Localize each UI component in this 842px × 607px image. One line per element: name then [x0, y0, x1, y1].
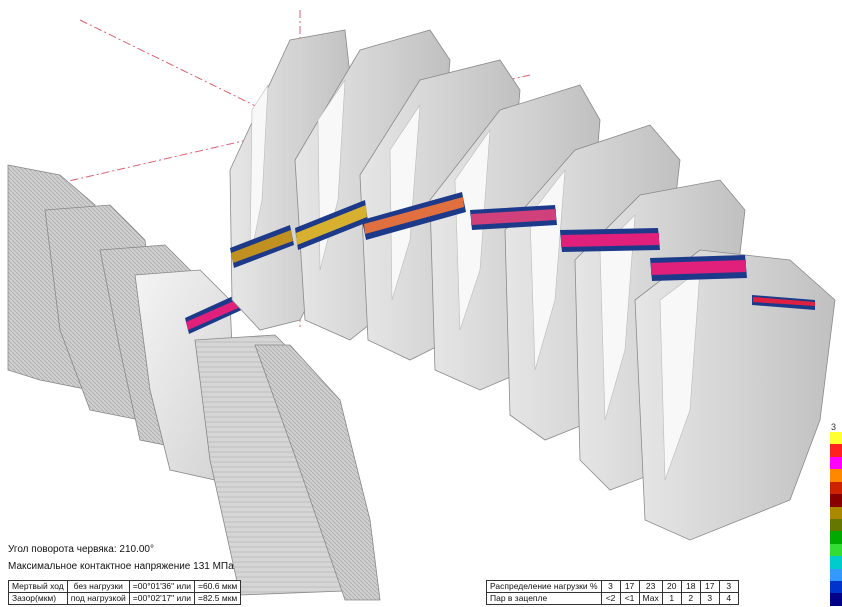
- load-distribution-table: Распределение нагрузки % 3 17 23 20 18 1…: [486, 580, 739, 605]
- scale-swatch: [830, 581, 842, 594]
- scale-label: 3: [831, 422, 837, 432]
- table-row: Мертвый ход без нагрузки =00°01'36" или …: [8, 580, 242, 593]
- scale-swatch: [830, 518, 842, 532]
- table-cell: =00°02'17" или: [128, 592, 195, 605]
- table-row: Пар в зацепле <2 <1 Мах 1 2 3 4: [486, 592, 739, 605]
- table-cell: 3: [699, 592, 720, 605]
- table-cell: 20: [661, 580, 682, 593]
- table-cell: 18: [680, 580, 701, 593]
- scale-swatch: [830, 481, 842, 495]
- scale-swatch: [830, 556, 842, 569]
- table-cell: 2: [680, 592, 701, 605]
- table-row: Распределение нагрузки % 3 17 23 20 18 1…: [486, 580, 739, 593]
- scale-swatch: [830, 494, 842, 507]
- table-cell: Мах: [638, 592, 663, 605]
- contact-band-left: [185, 292, 246, 334]
- table-cell: Распределение нагрузки %: [486, 580, 602, 593]
- table-cell: =82.5 мкм: [193, 592, 242, 605]
- table-cell: 17: [699, 580, 720, 593]
- table-row: Зазор(мкм) под нагрузкой =00°02'17" или …: [8, 592, 242, 605]
- table-cell: без нагрузки: [66, 580, 130, 593]
- scale-swatch: [830, 444, 842, 457]
- scale-swatch: [830, 531, 842, 544]
- table-cell: Зазор(мкм): [8, 592, 68, 605]
- rotation-angle-text: Угол поворота червяка: 210.00°: [8, 544, 154, 555]
- table-cell: 3: [718, 580, 739, 593]
- table-cell: 23: [638, 580, 663, 593]
- scale-swatch: [830, 543, 842, 557]
- table-cell: 17: [619, 580, 640, 593]
- table-cell: <2: [600, 592, 621, 605]
- scale-swatch: [830, 469, 842, 482]
- scale-swatch: [830, 568, 842, 582]
- scale-swatch: [830, 432, 842, 445]
- table-cell: 4: [718, 592, 739, 605]
- color-scale-bar: [830, 432, 842, 606]
- table-cell: =60.6 мкм: [193, 580, 242, 593]
- table-cell: Мертвый ход: [8, 580, 68, 593]
- scale-swatch: [830, 506, 842, 519]
- left-teeth: [7, 164, 381, 601]
- table-cell: 3: [600, 580, 621, 593]
- backlash-table: Мертвый ход без нагрузки =00°01'36" или …: [8, 580, 242, 605]
- contact-band-worm: [230, 192, 815, 310]
- table-cell: =00°01'36" или: [128, 580, 195, 593]
- table-cell: Пар в зацепле: [486, 592, 602, 605]
- max-stress-text: Максимальное контактное напряжение 131 М…: [8, 561, 234, 572]
- scale-swatch: [830, 456, 842, 470]
- table-cell: под нагрузкой: [66, 592, 130, 605]
- scale-swatch: [830, 593, 842, 606]
- table-cell: 1: [661, 592, 682, 605]
- table-cell: <1: [619, 592, 640, 605]
- worm-teeth: [229, 29, 836, 541]
